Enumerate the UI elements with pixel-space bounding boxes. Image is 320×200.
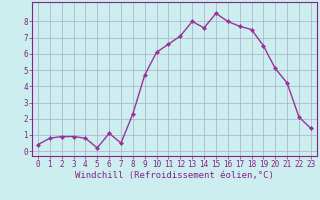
X-axis label: Windchill (Refroidissement éolien,°C): Windchill (Refroidissement éolien,°C) (75, 171, 274, 180)
